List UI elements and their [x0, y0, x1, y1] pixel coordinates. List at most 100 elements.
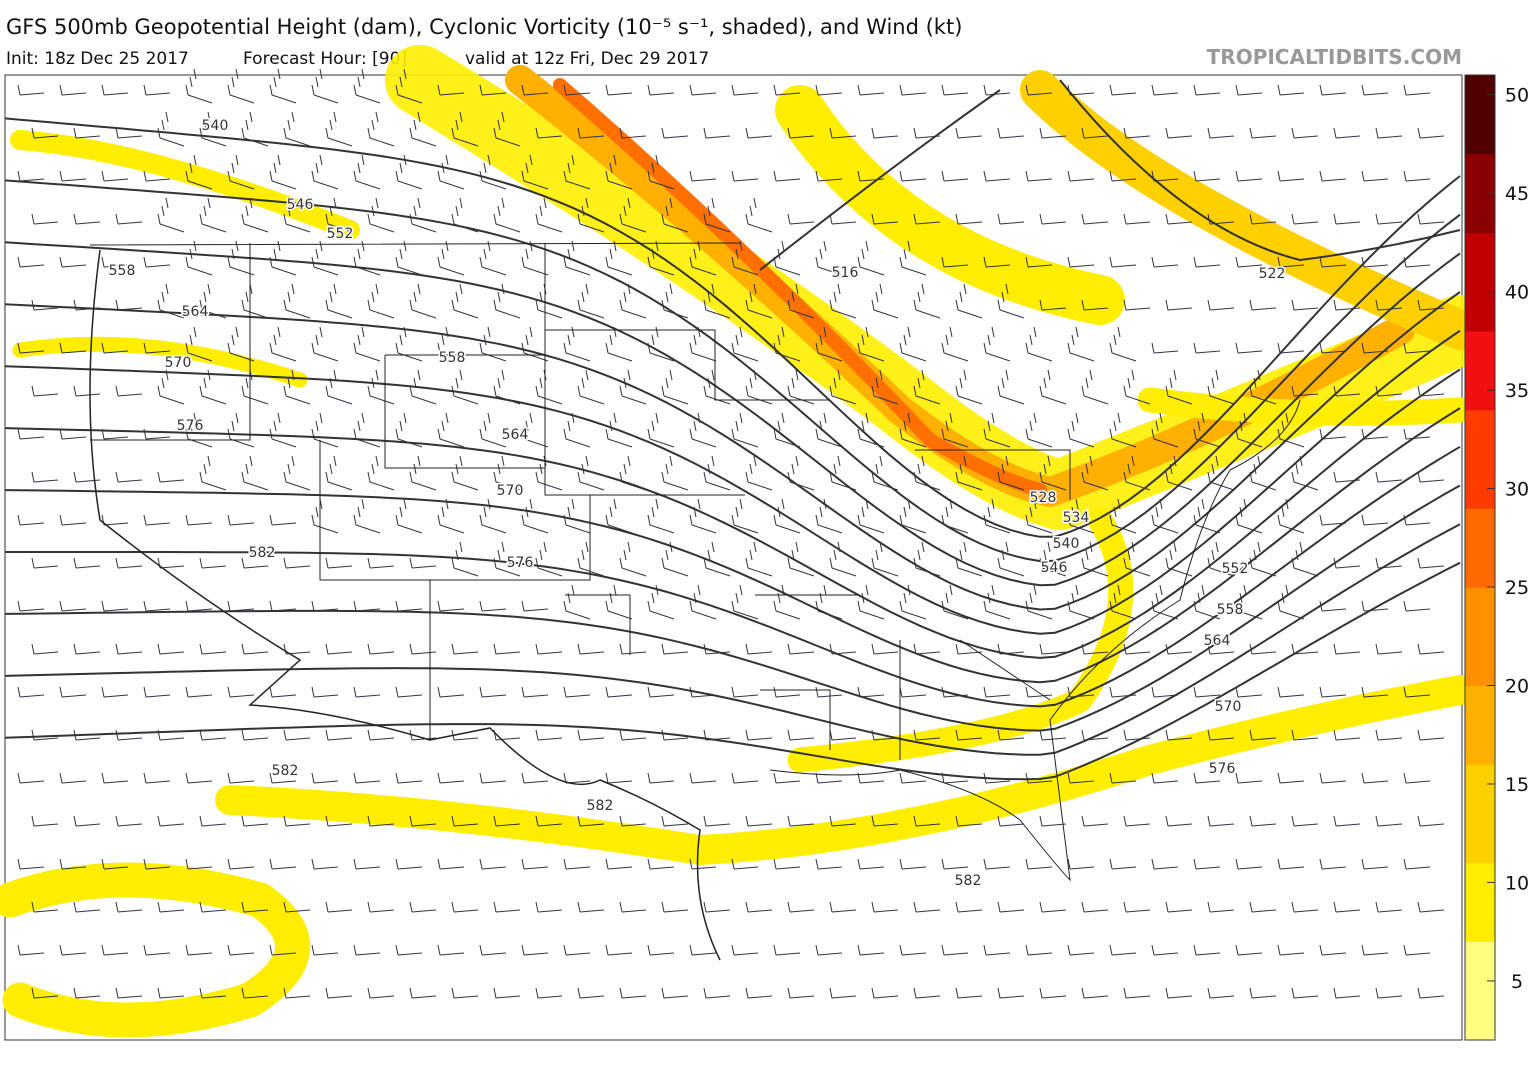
wind-barb [1067, 412, 1095, 448]
wind-barb [787, 541, 815, 577]
wind-barb [647, 154, 675, 190]
wind-barb [955, 369, 983, 405]
wind-barb [661, 815, 689, 827]
wind-barb [745, 197, 773, 233]
wind-barb [1165, 299, 1193, 311]
wind-barb [815, 498, 843, 534]
wind-barb [409, 111, 437, 147]
wind-barb [185, 326, 213, 362]
wind-barb [437, 600, 465, 612]
wind-barb [1235, 944, 1263, 956]
wind-barb [1277, 858, 1305, 870]
wind-barb [815, 170, 843, 182]
wind-barb [353, 772, 381, 784]
wind-barb [1081, 541, 1109, 577]
wind-barb [157, 197, 185, 233]
colorbar-tick-label: 40 [1505, 282, 1529, 304]
wind-barb [1025, 256, 1053, 268]
contour-label: 576 [177, 418, 204, 434]
wind-barb [1165, 369, 1193, 405]
wind-barb [605, 326, 633, 362]
contour-label: 564 [1204, 633, 1231, 649]
wind-barb [437, 154, 465, 190]
wind-barb [941, 858, 969, 870]
wind-barb [577, 901, 605, 913]
colorbar-step [1465, 94, 1495, 115]
wind-barb [1025, 498, 1053, 534]
wind-barb [115, 815, 143, 827]
forecast-hour: Forecast Hour: [90] [243, 49, 407, 69]
wind-barb [703, 197, 731, 233]
wind-barb [199, 111, 227, 147]
colorbar-step [1465, 665, 1495, 687]
wind-barb [325, 455, 353, 491]
wind-barb [521, 686, 549, 698]
colorbar-step [1465, 370, 1495, 391]
wind-barb [689, 584, 717, 620]
wind-barb [1319, 686, 1347, 698]
wind-barb [1361, 428, 1389, 440]
wind-barb [325, 111, 353, 147]
wind-barb [1207, 541, 1235, 577]
wind-barb [73, 643, 101, 655]
wind-barb [353, 326, 381, 362]
wind-barb [1123, 987, 1151, 999]
wind-barb [1109, 256, 1137, 268]
wind-barb [367, 283, 395, 319]
wind-barb [395, 772, 423, 784]
wind-barb [871, 643, 899, 655]
wind-barb [1109, 584, 1137, 620]
wind-barb [199, 643, 227, 655]
wind-barb [955, 987, 983, 999]
wind-barb [1277, 84, 1305, 96]
wind-barb [1319, 428, 1347, 440]
wind-barb [857, 412, 885, 448]
wind-barb [745, 901, 773, 913]
wind-barb [1165, 729, 1193, 741]
wind-barb [479, 326, 507, 362]
wind-barb [283, 987, 311, 999]
wind-barb [773, 944, 801, 956]
wind-barb [73, 471, 101, 483]
wind-barb [1333, 729, 1361, 741]
wind-barb [185, 412, 213, 448]
wind-barb [1039, 815, 1067, 827]
colorbar-step [1465, 626, 1495, 647]
wind-barb [1319, 944, 1347, 956]
wind-barb [605, 240, 633, 276]
wind-barb [983, 326, 1011, 362]
wind-barb [17, 944, 45, 956]
wind-barb [143, 84, 171, 96]
wind-barb [1151, 342, 1179, 354]
wind-barb [661, 455, 689, 491]
wind-barb [283, 901, 311, 913]
wind-barb [605, 498, 633, 534]
wind-barb [829, 127, 857, 139]
wind-barb [1417, 643, 1445, 655]
wind-barb [577, 815, 605, 827]
wind-barb [1025, 326, 1053, 362]
wind-barb [185, 514, 213, 526]
wind-barb [773, 84, 801, 96]
wind-barb [731, 240, 759, 276]
wind-barb [983, 858, 1011, 870]
wind-barb [521, 84, 549, 96]
wind-barb [773, 686, 801, 698]
colorbar-step [1465, 587, 1495, 608]
wind-barb [367, 111, 395, 147]
wind-barb [395, 498, 423, 534]
wind-barb [17, 342, 45, 354]
wind-barb [997, 369, 1025, 405]
wind-barb [1319, 256, 1347, 268]
wind-barb [283, 369, 311, 405]
wind-barb [241, 455, 269, 491]
contour-label: 558 [109, 263, 136, 279]
wind-barb [395, 154, 423, 190]
wind-barb [1249, 213, 1277, 225]
wind-barb [1403, 600, 1431, 612]
wind-barb [1151, 84, 1179, 96]
wind-barb [59, 256, 87, 268]
wind-barb [1417, 385, 1445, 397]
wind-barb [1277, 412, 1305, 448]
wind-barb [1151, 498, 1179, 534]
